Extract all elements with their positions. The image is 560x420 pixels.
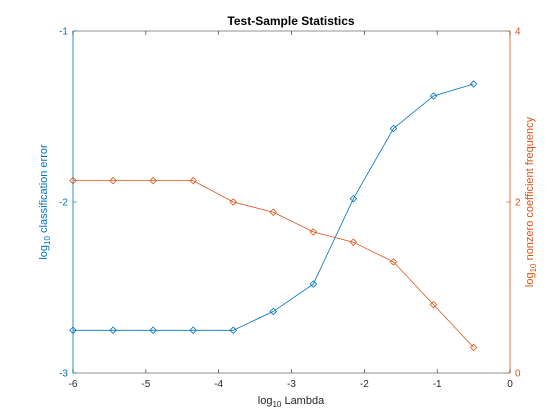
data-point-left (149, 326, 157, 335)
plot-area (73, 31, 510, 373)
y-right-tick-label: 2 (515, 198, 521, 209)
ticks: -6 -5 -4 -3 -2 -1 0 -3 -2 -1 0 2 4 (59, 27, 521, 391)
y-left-tick-label: -2 (59, 198, 68, 209)
x-tick-label: -4 (214, 379, 223, 390)
series-line-left (73, 83, 474, 331)
data-point-right (429, 300, 438, 309)
data-point-right (109, 176, 117, 185)
data-point-right (69, 176, 77, 185)
data-point-left (229, 326, 237, 335)
data-point-left (469, 80, 478, 88)
data-point-right (389, 258, 398, 266)
x-tick-label: -6 (69, 379, 78, 390)
data-point-right (149, 176, 157, 185)
data-point-left (429, 92, 438, 100)
data-point-left (109, 326, 117, 335)
y-right-tick-label: 4 (515, 27, 521, 38)
series (69, 80, 478, 352)
axes (72, 30, 511, 374)
x-tick-label: -3 (287, 379, 296, 390)
x-tick-label: -2 (360, 379, 369, 390)
x-tick-label: -1 (433, 379, 442, 390)
x-tick-label: -5 (141, 379, 150, 390)
data-point-left (189, 326, 197, 335)
x-axis-label: log10 Lambda (258, 395, 325, 409)
data-point-left (349, 194, 358, 203)
y-axis-left-label: log10 classification error (38, 144, 52, 260)
data-point-right (349, 238, 358, 246)
x-tick-label: 0 (507, 379, 513, 390)
chart-title: Test-Sample Statistics (227, 14, 354, 28)
data-point-right (189, 176, 197, 185)
data-point-right (469, 343, 478, 352)
y-left-tick-label: -1 (59, 27, 68, 38)
data-point-left (389, 124, 398, 133)
y-left-tick-label: -3 (59, 369, 68, 380)
series-line-right (73, 180, 474, 348)
data-point-left (69, 326, 77, 335)
y-right-tick-label: 0 (515, 369, 521, 380)
data-point-left (269, 307, 278, 316)
data-point-right (269, 208, 278, 217)
data-point-left (309, 280, 318, 288)
data-point-right (229, 198, 237, 206)
data-point-right (309, 228, 318, 236)
y-axis-right-label: log10 nonzero coefficient frequency (524, 116, 538, 287)
